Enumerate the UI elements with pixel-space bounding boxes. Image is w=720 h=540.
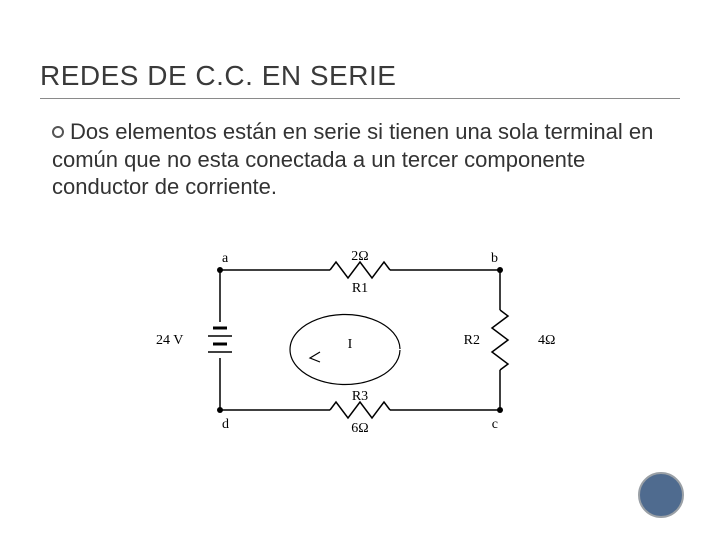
page-title: REDES DE C.C. EN SERIE [40,60,396,92]
r1-name: R1 [352,281,368,296]
node-d-label: d [222,417,229,432]
bullet-icon [52,126,64,138]
node-c-label: c [492,417,498,432]
decorative-ball-icon [638,472,684,518]
r2-value: 4Ω [538,333,555,348]
title-underline [40,98,680,99]
current-label: I [348,337,353,352]
slide: REDES DE C.C. EN SERIE Dos elementos est… [0,0,720,540]
body-text: Dos elementos están en serie si tienen u… [52,118,662,201]
r3-name: R3 [352,389,368,404]
r1-value: 2Ω [351,249,368,264]
node-a-label: a [222,251,229,266]
source-label: 24 V [156,333,183,348]
r3-value: 6Ω [351,421,368,436]
bullet-text: Dos elementos están en serie si tienen u… [52,119,653,199]
circuit-diagram: a b c d 2Ω R1 R2 4Ω R3 6Ω 24 V I [150,240,570,460]
r2-name: R2 [464,333,480,348]
node-b-label: b [491,251,498,266]
